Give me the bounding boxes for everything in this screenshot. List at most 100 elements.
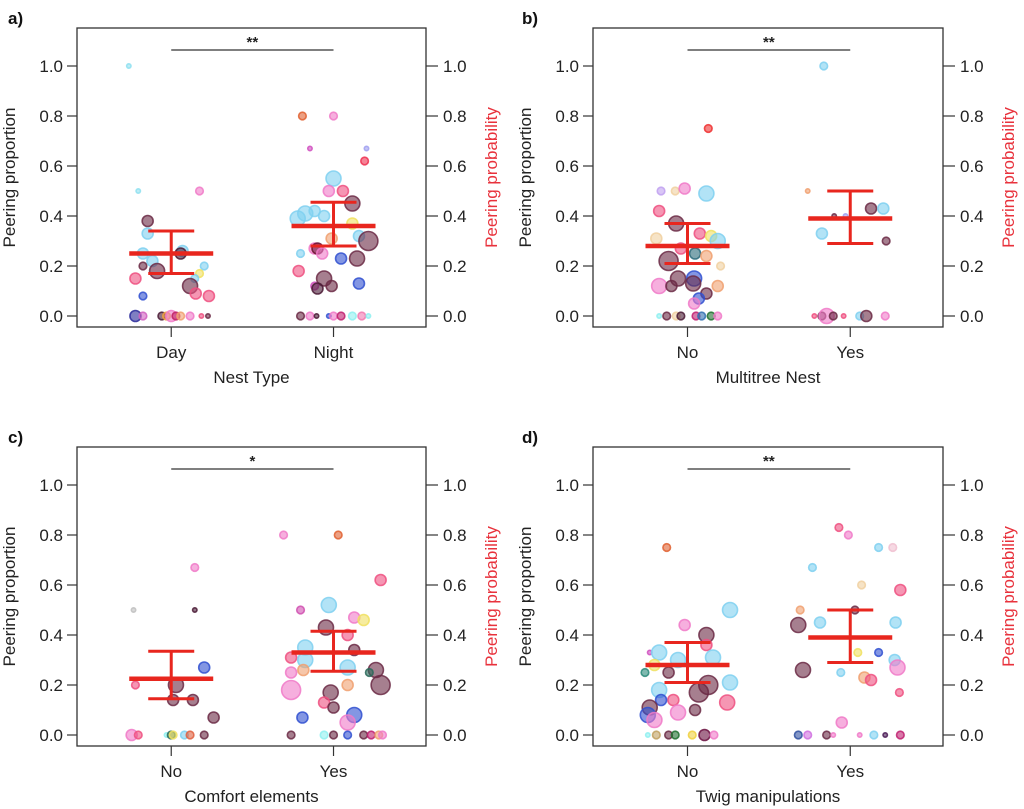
- data-point: [895, 730, 905, 740]
- data-point: [640, 667, 650, 678]
- plot-frame: [76, 446, 427, 747]
- data-point: [650, 277, 668, 295]
- data-point: [795, 605, 805, 615]
- data-point: [328, 311, 339, 321]
- y-tick-label-left: 0.4: [39, 626, 63, 645]
- data-point: [284, 666, 298, 679]
- data-point: [191, 606, 198, 613]
- data-point: [322, 184, 336, 198]
- data-point: [296, 711, 309, 724]
- data-point: [333, 530, 343, 540]
- y-tick-label-left: 1.0: [555, 476, 579, 495]
- panel-label: b): [522, 9, 538, 28]
- y-tick-label-right: 0.6: [960, 157, 984, 176]
- y-axis-label-right: Peering probability: [482, 107, 501, 248]
- data-point: [676, 311, 686, 321]
- y-tick-label-left: 0.4: [555, 207, 579, 226]
- data-point: [678, 618, 691, 632]
- data-point: [352, 277, 366, 290]
- data-point: [325, 279, 338, 293]
- data-point: [357, 311, 367, 321]
- data-point: [881, 236, 891, 246]
- data-point: [286, 730, 296, 740]
- data-points: [650, 61, 891, 325]
- data-point: [358, 230, 379, 252]
- panel-label: c): [8, 428, 23, 447]
- data-point: [370, 674, 391, 696]
- data-point: [856, 580, 867, 590]
- plot-frame: [76, 27, 427, 328]
- data-point: [341, 678, 354, 692]
- data-point: [703, 123, 713, 134]
- data-point: [336, 184, 350, 198]
- data-point: [280, 679, 302, 701]
- x-tick-label: No: [160, 762, 182, 781]
- data-point: [667, 693, 680, 707]
- y-tick-label-right: 0.2: [443, 257, 467, 276]
- estimate-day: [129, 229, 214, 275]
- y-tick-label-right: 0.4: [960, 207, 984, 226]
- y-tick-label-left: 0.8: [555, 526, 579, 545]
- x-axis-label: Twig manipulations: [696, 787, 841, 806]
- data-point: [138, 311, 148, 321]
- data-point: [860, 309, 873, 323]
- y-tick-label-right: 0.8: [443, 107, 467, 126]
- y-axis-label-right: Peering probability: [999, 107, 1018, 248]
- data-point: [317, 209, 331, 223]
- data-point: [856, 731, 863, 738]
- data-point: [654, 693, 668, 707]
- panel-a: a) 0.0 0.0 0.2 0.2 0.4 0.4 0.6 0.6 0.8 0.8 1.0 1.0 Pe…: [0, 9, 501, 387]
- data-point: [662, 311, 672, 321]
- y-axis-label-left: Peering proportion: [516, 527, 535, 667]
- x-tick-label: Yes: [836, 343, 864, 362]
- y-tick-label-right: 1.0: [960, 57, 984, 76]
- y-axis-label-right: Peering probability: [482, 526, 501, 667]
- data-point: [794, 661, 812, 679]
- y-tick-label-right: 0.0: [443, 307, 467, 326]
- panel-c: c) 0.0 0.0 0.2 0.2 0.4 0.4 0.6 0.6 0.8 0.8 1.0 1.0 Pe…: [0, 428, 501, 806]
- panel-label: a): [8, 9, 23, 28]
- data-point: [199, 730, 209, 740]
- data-point: [336, 311, 346, 321]
- data-point: [803, 730, 813, 740]
- estimate-yes: [808, 608, 893, 664]
- x-axis-label: Comfort elements: [184, 787, 318, 806]
- data-point: [197, 661, 211, 674]
- y-tick-label-right: 1.0: [960, 476, 984, 495]
- data-point: [698, 728, 711, 742]
- data-point: [813, 616, 827, 629]
- y-tick-label-left: 0.2: [555, 257, 579, 276]
- data-point: [292, 264, 305, 278]
- data-point: [693, 227, 707, 240]
- data-point: [646, 711, 663, 729]
- data-point: [715, 261, 726, 271]
- data-point: [789, 616, 807, 634]
- data-point: [339, 714, 356, 731]
- data-point: [168, 730, 178, 740]
- data-point: [377, 730, 388, 740]
- data-point: [687, 730, 697, 740]
- data-point: [297, 663, 310, 677]
- y-tick-label-right: 0.0: [960, 726, 984, 745]
- y-axis-label-left: Peering proportion: [516, 108, 535, 248]
- data-point: [363, 145, 370, 152]
- data-point: [327, 701, 340, 714]
- data-point: [688, 703, 702, 717]
- data-point: [678, 182, 691, 195]
- y-tick-label-right: 0.8: [960, 526, 984, 545]
- data-point: [658, 250, 679, 272]
- data-point: [189, 287, 203, 300]
- data-point: [198, 312, 205, 319]
- data-point: [650, 644, 668, 661]
- data-point: [204, 312, 211, 319]
- data-point: [811, 312, 818, 319]
- estimate-yes: [291, 629, 376, 673]
- data-point: [721, 674, 739, 691]
- data-point: [317, 696, 331, 709]
- estimate-no: [645, 641, 730, 684]
- y-tick-label-right: 0.4: [443, 207, 467, 226]
- data-point: [328, 730, 339, 740]
- y-tick-label-left: 0.2: [39, 257, 63, 276]
- x-tick-label: No: [677, 762, 699, 781]
- data-point: [718, 694, 736, 711]
